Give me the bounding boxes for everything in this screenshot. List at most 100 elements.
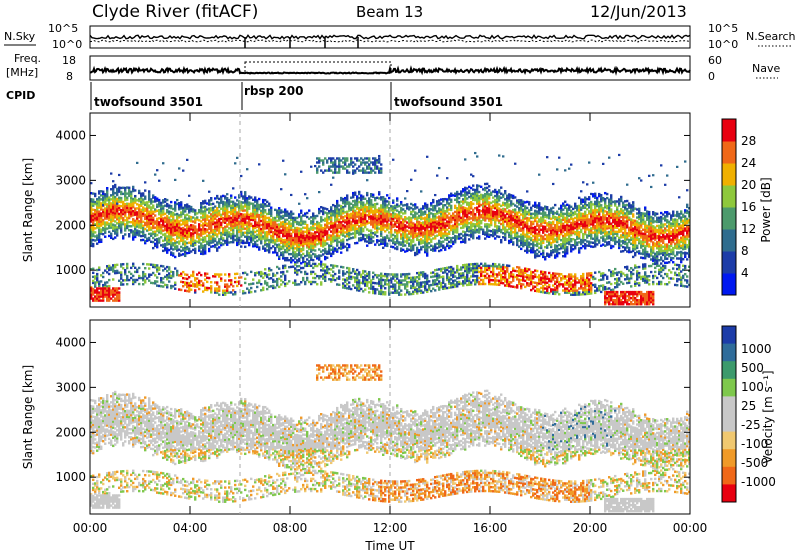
power-cell: [378, 219, 381, 222]
power-cell: [328, 218, 331, 221]
power-cell: [416, 212, 419, 215]
power-cell: [346, 171, 349, 174]
power-cell: [394, 231, 397, 234]
power-cell: [464, 214, 467, 218]
power-cell: [468, 218, 471, 221]
power-cell: [186, 205, 189, 208]
power-cell: [252, 208, 255, 212]
power-cell: [126, 192, 129, 195]
power-cell: [342, 242, 345, 245]
power-cell: [178, 242, 181, 245]
power-cell: [98, 200, 101, 203]
power-cell: [434, 221, 437, 224]
power-cell: [126, 224, 129, 228]
power-cell: [442, 222, 445, 225]
power-cell: [484, 219, 487, 222]
power-cell: [194, 289, 197, 292]
power-cell: [310, 282, 313, 286]
power-cell: [114, 208, 117, 211]
power-cell: [110, 216, 113, 219]
power-cell: [346, 287, 349, 290]
power-cell: [216, 209, 219, 212]
power-cell: [372, 211, 375, 215]
power-cell: [404, 236, 407, 239]
power-cell: [264, 217, 267, 220]
power-cell: [474, 262, 477, 266]
power-cell: [102, 285, 105, 289]
power-cell: [324, 229, 327, 233]
power-cell: [482, 202, 485, 205]
power-cell: [474, 188, 477, 192]
power-cell: [434, 231, 437, 234]
power-cell: [328, 278, 331, 281]
power-cell: [280, 245, 283, 249]
power-cell: [138, 282, 141, 286]
power-cell: [100, 222, 103, 225]
power-cell: [294, 241, 297, 244]
power-cell: [462, 216, 465, 219]
power-cell: [466, 197, 469, 200]
power-cell: [106, 217, 109, 220]
power-cell: [308, 243, 311, 247]
power-cell: [396, 215, 399, 218]
power-cell: [452, 226, 455, 229]
power-cell: [294, 230, 297, 234]
power-cell: [298, 253, 301, 257]
power-cell: [352, 268, 355, 271]
power-cell: [216, 229, 219, 232]
power-cell: [226, 235, 229, 238]
power-cell: [374, 159, 377, 162]
power-cell: [404, 203, 407, 207]
power-cell: [344, 280, 347, 284]
power-cell: [352, 236, 355, 239]
power-cell: [400, 200, 403, 204]
power-cell: [420, 209, 423, 213]
power-cell: [232, 214, 235, 218]
power-cell: [332, 176, 335, 179]
power-cell: [464, 223, 467, 226]
power-cell: [412, 210, 415, 213]
power-cell: [112, 205, 115, 208]
power-cell: [236, 203, 239, 206]
power-cell: [142, 276, 145, 280]
power-cell: [108, 214, 111, 217]
power-cell: [258, 234, 261, 237]
power-cell: [320, 236, 323, 239]
power-cell: [454, 275, 457, 278]
power-cell: [476, 228, 479, 232]
power-cell: [304, 234, 307, 238]
power-cell: [340, 241, 343, 244]
power-cell: [302, 222, 305, 225]
power-cell: [390, 207, 393, 210]
power-cell: [262, 211, 265, 214]
power-cell: [484, 213, 487, 216]
power-cell: [386, 214, 389, 217]
power-cell: [428, 215, 431, 219]
power-cell: [272, 231, 275, 234]
power-cell: [402, 220, 405, 223]
power-cell: [414, 280, 417, 283]
power-cell: [296, 253, 299, 256]
power-cell: [184, 281, 187, 284]
power-cell: [218, 223, 221, 227]
power-cell: [348, 171, 351, 174]
power-cell: [308, 259, 311, 263]
power-cell: [368, 277, 371, 280]
power-cell: [426, 236, 429, 239]
power-cell: [424, 228, 427, 232]
power-cell: [346, 169, 349, 172]
power-cell: [350, 196, 353, 199]
power-cell: [422, 285, 425, 288]
power-cell: [384, 211, 387, 215]
power-cell: [110, 297, 113, 300]
power-cell: [106, 197, 109, 200]
power-cell: [98, 206, 101, 209]
power-cell: [344, 215, 347, 218]
power-cell: [212, 212, 215, 216]
power-cell: [282, 238, 285, 242]
power-cell: [410, 247, 413, 250]
power-cell: [338, 210, 341, 213]
power-cell: [418, 230, 421, 234]
power-cell: [320, 238, 323, 241]
power-cell: [286, 270, 289, 273]
